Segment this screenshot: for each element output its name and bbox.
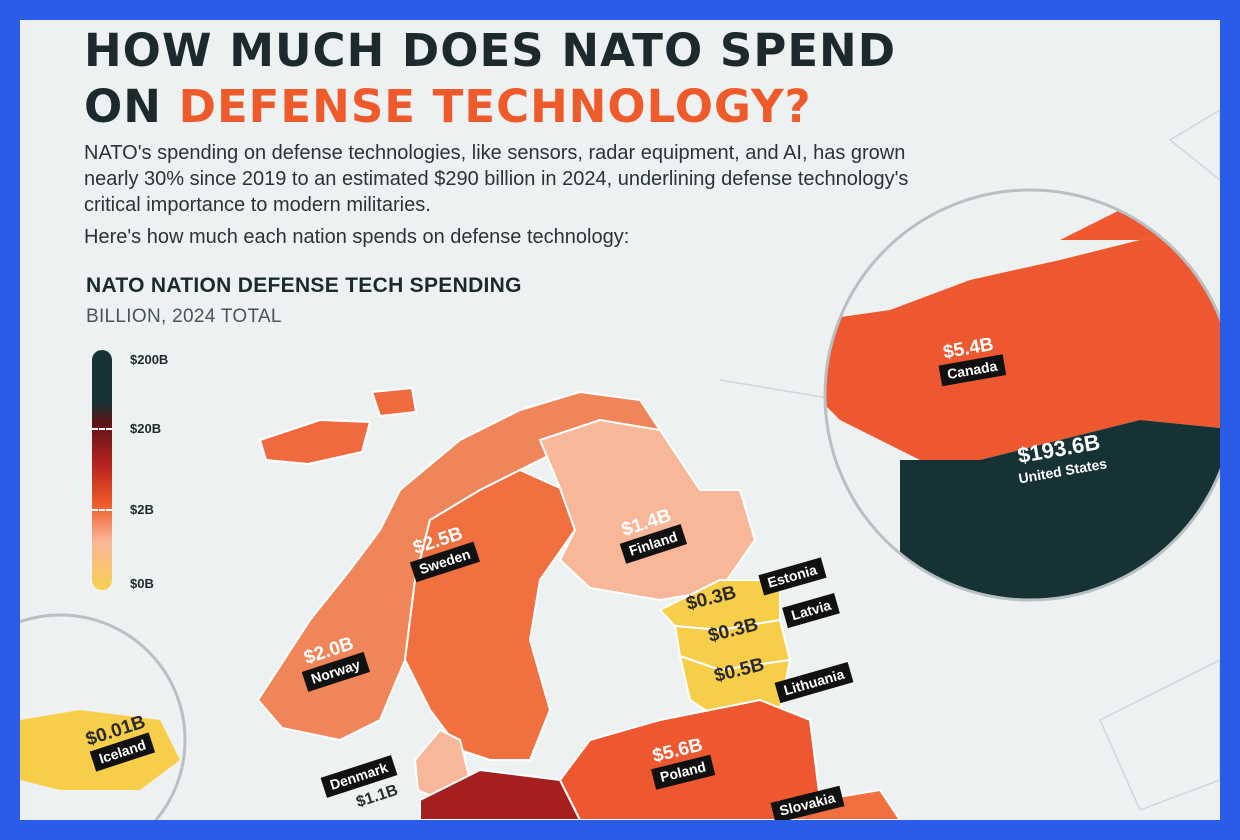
inset-iceland-border (20, 613, 187, 820)
region-svalbard-2 (370, 386, 418, 418)
chart-subtitle: BILLION, 2024 TOTAL (86, 306, 282, 327)
title-prefix: ON (84, 80, 179, 133)
background-land (1099, 659, 1220, 811)
page-title-line1: HOW MUCH DOES NATO SPEND (84, 24, 897, 77)
scale-tick (92, 509, 112, 511)
region-finland (538, 418, 757, 602)
region-canada (825, 220, 1220, 460)
scale-label-200b: $200B (130, 352, 169, 367)
inset-iceland (20, 615, 185, 820)
region-svalbard (258, 418, 372, 466)
page-title-line2: ON DEFENSE TECHNOLOGY? (84, 80, 812, 133)
intro-text: NATO's spending on defense technologies,… (84, 142, 909, 216)
color-scale-bar (92, 350, 112, 590)
title-accent: DEFENSE TECHNOLOGY? (178, 80, 812, 133)
intro-subtext: Here's how much each nation spends on de… (84, 226, 630, 248)
scale-label-20b: $20B (130, 421, 162, 436)
scale-label-0b: $0B (130, 576, 154, 591)
inset-north-america-border (823, 188, 1220, 602)
chart-title: NATO NATION DEFENSE TECH SPENDING (86, 274, 522, 297)
scale-tick (92, 428, 112, 430)
map (20, 109, 1220, 820)
scale-label-2b: $2B (130, 502, 154, 517)
infographic: HOW MUCH DOES NATO SPEND ON DEFENSE TECH… (20, 20, 1220, 820)
background-land (1168, 109, 1220, 181)
region-sweden (403, 468, 577, 761)
